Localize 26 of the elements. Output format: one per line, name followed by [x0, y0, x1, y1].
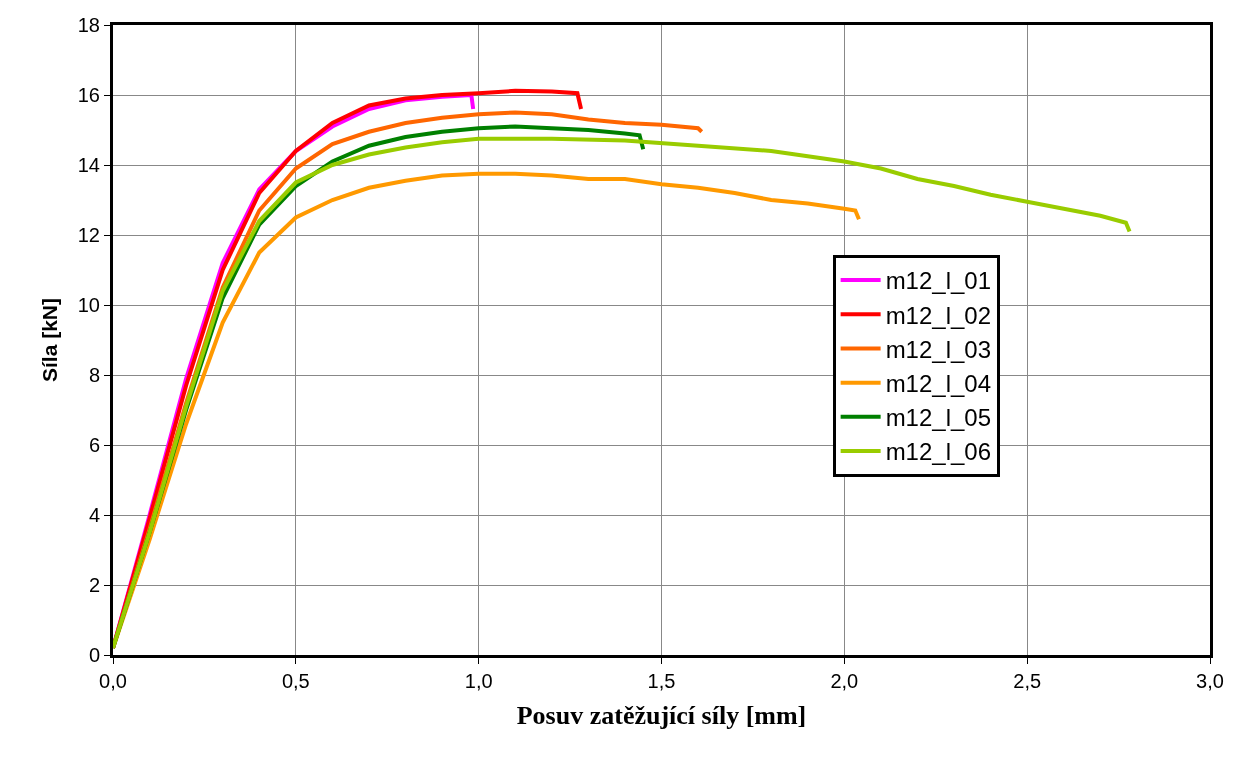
legend-label: m12_l_04	[885, 370, 992, 398]
y-tick-label: 18	[77, 14, 100, 36]
x-tick-label: 0,5	[281, 670, 310, 692]
y-tick-label: 4	[88, 504, 100, 526]
legend-label: m12_l_03	[885, 335, 992, 363]
y-axis-title: Síla [kN]	[37, 297, 61, 383]
x-tick-label: 2,5	[1013, 670, 1042, 692]
line-series	[113, 136, 1132, 650]
x-tick-label: 3,0	[1196, 670, 1224, 692]
y-tick-label: 16	[77, 84, 100, 106]
y-tick-label: 6	[88, 434, 100, 456]
legend-label: m12_l_01	[885, 267, 992, 295]
x-axis-title: Posuv zatěžující síly [mm]	[516, 700, 807, 730]
x-tick-label: 1,5	[647, 670, 676, 692]
y-tick-label: 8	[88, 364, 100, 386]
y-tick-label: 0	[88, 644, 100, 666]
x-tick-label: 2,0	[830, 670, 859, 692]
y-tick-label: 10	[77, 294, 100, 316]
y-tick-label: 12	[77, 224, 100, 246]
y-tick-label: 2	[88, 574, 100, 596]
legend-label: m12_l_02	[885, 301, 992, 329]
legend-label: m12_l_05	[885, 404, 992, 432]
y-tick-label: 14	[77, 154, 100, 176]
x-tick-label: 0,0	[99, 670, 127, 692]
legend-label: m12_l_06	[885, 438, 992, 466]
x-tick-label: 1,0	[464, 670, 493, 692]
